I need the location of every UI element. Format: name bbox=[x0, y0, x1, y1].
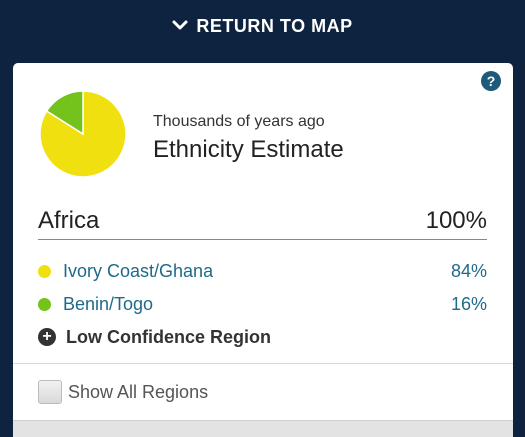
help-icon[interactable]: ? bbox=[481, 71, 501, 91]
divider bbox=[13, 363, 513, 364]
show-all-label: Show All Regions bbox=[68, 381, 209, 402]
low-confidence-region-toggle[interactable]: + Low Confidence Region bbox=[38, 325, 271, 349]
return-to-map-label: RETURN TO MAP bbox=[196, 15, 353, 36]
item-percent: 84% bbox=[450, 260, 487, 281]
green-dot-icon bbox=[38, 297, 51, 311]
item-name: Benin/Togo bbox=[63, 293, 154, 314]
region-name: Africa bbox=[38, 207, 100, 234]
return-to-map-button[interactable]: RETURN TO MAP bbox=[0, 0, 525, 52]
chevron-down-icon bbox=[172, 20, 188, 30]
page-title: Ethnicity Estimate bbox=[153, 136, 344, 163]
ethnicity-card: ? Thousands of years ago Ethnicity Estim… bbox=[13, 63, 513, 437]
bottom-strip bbox=[13, 420, 513, 437]
item-percent: 16% bbox=[450, 293, 487, 314]
list-item-benin-togo[interactable]: Benin/Togo 16% bbox=[38, 291, 487, 317]
subtitle: Thousands of years ago bbox=[153, 113, 325, 130]
show-all-regions-checkbox[interactable]: Show All Regions bbox=[38, 379, 208, 405]
checkbox-box[interactable] bbox=[38, 380, 62, 404]
plus-circle-icon: + bbox=[38, 328, 56, 346]
region-header: Africa 100% bbox=[38, 203, 487, 240]
yellow-dot-icon bbox=[38, 264, 51, 278]
list-item-ivory-coast-ghana[interactable]: Ivory Coast/Ghana 84% bbox=[38, 258, 487, 284]
region-percent: 100% bbox=[425, 207, 487, 234]
low-confidence-label: Low Confidence Region bbox=[66, 326, 271, 347]
item-name: Ivory Coast/Ghana bbox=[63, 260, 214, 281]
pie-slice-1 bbox=[45, 90, 84, 136]
ethnicity-pie-chart bbox=[39, 90, 127, 178]
